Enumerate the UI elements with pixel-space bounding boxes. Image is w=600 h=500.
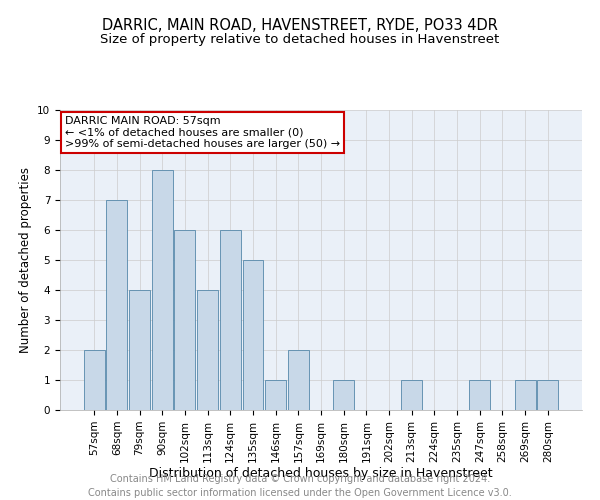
Bar [84, 350, 104, 410]
Text: DARRIC MAIN ROAD: 57sqm
← <1% of detached houses are smaller (0)
>99% of semi-de: DARRIC MAIN ROAD: 57sqm ← <1% of detache… [65, 116, 340, 149]
Text: Contains HM Land Registry data © Crown copyright and database right 2024.
Contai: Contains HM Land Registry data © Crown c… [88, 474, 512, 498]
Bar [288, 350, 309, 410]
Bar [129, 290, 150, 410]
X-axis label: Distribution of detached houses by size in Havenstreet: Distribution of detached houses by size … [149, 468, 493, 480]
Bar [333, 380, 354, 410]
Bar [538, 380, 558, 410]
Bar [515, 380, 536, 410]
Text: Size of property relative to detached houses in Havenstreet: Size of property relative to detached ho… [100, 32, 500, 46]
Bar [265, 380, 286, 410]
Text: DARRIC, MAIN ROAD, HAVENSTREET, RYDE, PO33 4DR: DARRIC, MAIN ROAD, HAVENSTREET, RYDE, PO… [102, 18, 498, 32]
Bar [220, 230, 241, 410]
Bar [242, 260, 263, 410]
Bar [197, 290, 218, 410]
Bar [401, 380, 422, 410]
Bar [152, 170, 173, 410]
Bar [106, 200, 127, 410]
Bar [469, 380, 490, 410]
Y-axis label: Number of detached properties: Number of detached properties [19, 167, 32, 353]
Bar [175, 230, 196, 410]
